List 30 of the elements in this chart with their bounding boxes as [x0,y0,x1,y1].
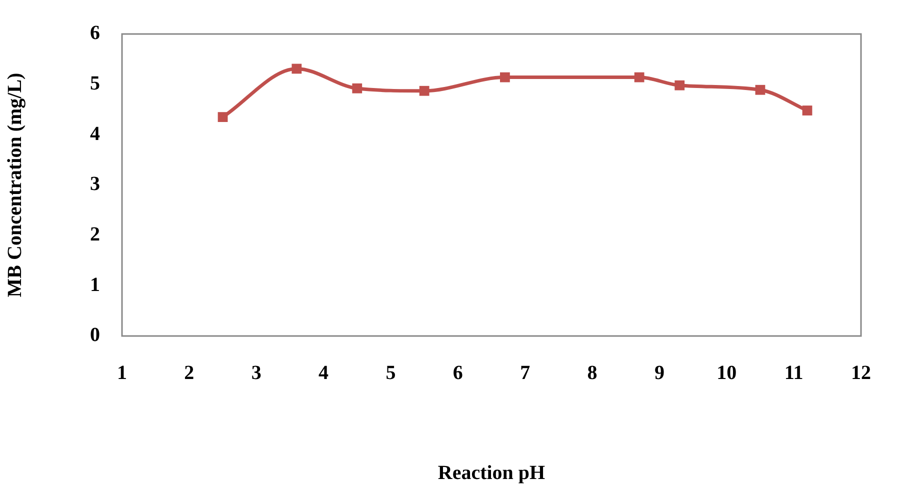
point [500,72,510,82]
x-tick-label: 12 [851,362,871,384]
point [755,84,766,95]
x-tick-label: 9 [654,362,664,384]
y-tick-label: 6 [90,22,100,44]
y-tick-label: 5 [90,72,100,95]
point [674,80,685,90]
y-tick-label: 2 [90,224,100,246]
x-tick-label: 11 [784,362,804,384]
y-tick-label: 0 [90,324,100,346]
point [634,72,644,82]
point [802,106,812,116]
y-tick-label: 4 [90,122,100,145]
x-tick-label: 5 [386,362,396,384]
point [292,64,302,74]
x-tick-label: 8 [587,362,598,384]
y-tick-label: 1 [90,274,100,296]
point [218,112,228,122]
x-tick-label: 3 [251,362,262,384]
x-tick-label: 7 [520,362,530,384]
point [419,86,430,96]
x-tick-label: 1 [117,362,127,384]
x-tick-label: 6 [452,362,463,384]
point [352,83,362,94]
x-axis-title: Reaction pH [438,462,546,484]
y-axis-title: MB Concentration (mg/L) [4,72,26,298]
x-tick-label: 10 [716,362,737,384]
y-tick-label: 3 [90,173,100,196]
x-tick-label: 2 [184,362,194,384]
x-tick-label: 4 [318,362,329,384]
